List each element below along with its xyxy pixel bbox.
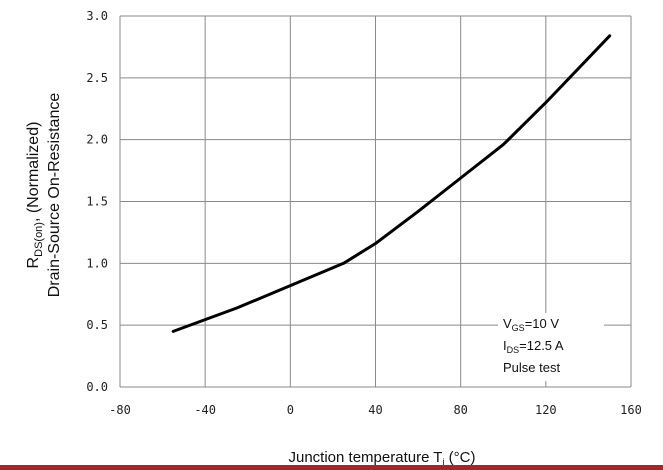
y-tick-label: 2.5 [86, 71, 108, 85]
x-tick-label: -40 [194, 403, 216, 417]
grid-layer [119, 15, 632, 388]
series-line [171, 34, 612, 333]
x-tick-label: 0 [287, 403, 294, 417]
x-tick-label: 160 [620, 403, 642, 417]
x-tick-label: 120 [535, 403, 557, 417]
y-tick-labels: 0.0 0.5 1.0 1.5 2.0 2.5 3.0 [86, 9, 108, 394]
y-axis-label: RDS(on), (Normalized) Drain-Source On-Re… [25, 93, 63, 298]
annotation-pulse: Pulse test [503, 360, 560, 375]
y-tick-label: 0.0 [86, 380, 108, 394]
y-tick-label: 2.0 [86, 133, 108, 147]
x-axis-label: Junction temperature Tj (°C) [289, 449, 476, 467]
x-tick-labels: -80 -40 0 40 80 120 160 [109, 403, 642, 417]
annotation-box [498, 313, 604, 381]
annotation-vgs: VGS=10 V [503, 316, 559, 333]
y-tick-label: 3.0 [86, 9, 108, 23]
y-axis-label-line2: Drain-Source On-Resistance [46, 93, 63, 298]
x-tick-label: 40 [368, 403, 382, 417]
bottom-accent-rule [0, 465, 663, 470]
y-axis-label-line1: RDS(on), (Normalized) [25, 122, 45, 269]
y-tick-label: 1.0 [86, 256, 108, 270]
x-tick-label: 80 [453, 403, 467, 417]
y-tick-label: 0.5 [86, 318, 108, 332]
y-tick-label: 1.5 [86, 195, 108, 209]
annotation-ids: IDS=12.5 A [503, 338, 564, 355]
x-tick-label: -80 [109, 403, 131, 417]
